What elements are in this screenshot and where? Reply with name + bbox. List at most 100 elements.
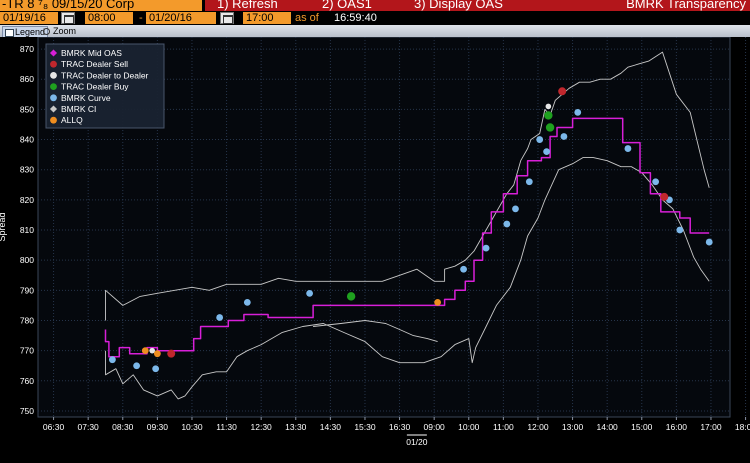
x-tick-label: 11:30 bbox=[216, 422, 237, 432]
legend-label: ALLQ bbox=[61, 115, 83, 125]
legend-box bbox=[45, 43, 165, 129]
refresh-button[interactable]: 1) Refresh bbox=[205, 0, 320, 11]
date-range-dash: - bbox=[139, 12, 143, 24]
bmrk-curve-point bbox=[543, 148, 551, 156]
x-tick-label: 15:30 bbox=[354, 422, 376, 432]
bmrk-curve-point bbox=[525, 178, 533, 186]
allq-point bbox=[141, 347, 149, 355]
bmrk-curve-point bbox=[624, 145, 632, 152]
bmrk-curve-point bbox=[482, 244, 490, 252]
as-of-time: 16:59:40 bbox=[334, 12, 377, 24]
security-ticker[interactable]: -TR 8 ⁷₈ 09/15/20 Corp bbox=[0, 0, 202, 11]
y-tick-label: 770 bbox=[20, 346, 34, 356]
start-date-field[interactable]: 01/19/16 bbox=[0, 12, 58, 24]
trac-dealer-buy-point bbox=[346, 292, 356, 301]
legend-marker bbox=[50, 94, 57, 102]
chart-toolbar: Legend Zoom bbox=[0, 25, 750, 38]
x-tick-label: 06:30 bbox=[43, 422, 65, 432]
bmrk-curve-point bbox=[652, 178, 660, 186]
y-tick-label: 750 bbox=[20, 406, 34, 416]
x-tick-label: 07:30 bbox=[78, 422, 100, 432]
oas1-button[interactable]: 2) OAS1 bbox=[312, 0, 410, 11]
bmrk-curve-point bbox=[133, 362, 141, 370]
legend-marker bbox=[50, 72, 57, 79]
ci-lower-line bbox=[105, 157, 710, 400]
x-tick-label: 15:00 bbox=[631, 422, 653, 432]
x-tick-label: 16:30 bbox=[389, 422, 411, 432]
x-tick-label: 11:00 bbox=[493, 422, 514, 432]
legend-label: BMRK CI bbox=[61, 104, 96, 114]
bmrk-curve-point bbox=[560, 133, 568, 140]
y-tick-label: 860 bbox=[20, 74, 34, 84]
x-tick-label: 09:30 bbox=[147, 422, 169, 432]
y-tick-label: 780 bbox=[20, 315, 34, 325]
x-tick-label: 09:00 bbox=[424, 422, 446, 432]
y-tick-label: 760 bbox=[20, 376, 34, 386]
y-axis-label: Spread bbox=[0, 212, 7, 241]
y-tick-label: 820 bbox=[20, 195, 34, 205]
x-tick-label: 14:30 bbox=[320, 422, 342, 432]
allq-point bbox=[434, 298, 442, 306]
x-tick-label: 10:30 bbox=[181, 422, 203, 432]
x-tick-label: 18:00 bbox=[735, 422, 750, 432]
legend-icon bbox=[5, 29, 14, 37]
y-tick-label: 840 bbox=[20, 135, 34, 145]
oas-chart: 750 760 770 780 790 800 810 820 830 840 850 860 870 0… bbox=[0, 37, 750, 463]
plot-area bbox=[37, 37, 731, 418]
x-tick-label: 13:30 bbox=[285, 422, 307, 432]
bmrk-curve-point bbox=[306, 289, 314, 297]
y-tick-label: 810 bbox=[20, 225, 34, 235]
x-tick-label: 13:00 bbox=[562, 422, 584, 432]
calendar-icon[interactable] bbox=[220, 12, 234, 24]
y-tick-label: 870 bbox=[20, 44, 34, 54]
trac-dealer-to-dealer-point bbox=[149, 347, 155, 354]
x-tick-label: 08:30 bbox=[112, 422, 134, 432]
start-time-field[interactable]: 08:00 bbox=[85, 12, 133, 24]
display-oas-button[interactable]: 3) Display OAS bbox=[404, 0, 547, 11]
bmrk-curve-point bbox=[512, 205, 519, 213]
legend-toggle-label: Legend bbox=[15, 27, 46, 37]
legend-label: TRAC Dealer to Dealer bbox=[61, 70, 149, 80]
zoom-label: Zoom bbox=[53, 26, 77, 36]
zoom-icon bbox=[43, 28, 50, 35]
bmrk-curve-point bbox=[536, 136, 544, 143]
ci-upper-line bbox=[105, 51, 710, 321]
end-time-field[interactable]: 17:00 bbox=[243, 12, 291, 24]
bmrk-curve-point bbox=[705, 238, 713, 246]
trac-dealer-to-dealer-point bbox=[545, 103, 552, 110]
legend-marker bbox=[50, 116, 57, 124]
trac-dealer-buy-point bbox=[545, 123, 555, 132]
bmrk-curve-point bbox=[243, 298, 251, 306]
ci-fragment-line bbox=[313, 320, 438, 343]
legend-label: TRAC Dealer Buy bbox=[61, 82, 129, 92]
trac-dealer-buy-point bbox=[544, 111, 553, 120]
trac-dealer-sell-point bbox=[558, 87, 567, 96]
end-date-field[interactable]: 01/20/16 bbox=[146, 12, 216, 24]
y-tick-label: 850 bbox=[20, 104, 34, 114]
trac-dealer-sell-point bbox=[660, 192, 669, 201]
x-tick-label: 17:00 bbox=[700, 422, 722, 432]
mid-oas-line bbox=[104, 117, 710, 358]
bmrk-curve-point bbox=[460, 265, 467, 273]
bmrk-curve-point bbox=[503, 220, 511, 228]
legend-marker bbox=[50, 60, 57, 68]
y-tick-label: 800 bbox=[20, 255, 34, 265]
legend-label: BMRK Curve bbox=[61, 93, 111, 103]
y-tick-label: 830 bbox=[20, 165, 34, 175]
y-tick-label: 790 bbox=[20, 285, 34, 295]
transparency-title: BMRK Transparency bbox=[541, 0, 750, 11]
legend-marker bbox=[50, 83, 57, 90]
bmrk-curve-point bbox=[152, 365, 160, 373]
legend-label: BMRK Mid OAS bbox=[61, 48, 122, 58]
bmrk-curve-point bbox=[216, 314, 224, 321]
legend-label: TRAC Dealer Sell bbox=[61, 59, 128, 69]
x-tick-label: 14:00 bbox=[597, 422, 619, 432]
x-tick-label: 10:00 bbox=[458, 422, 480, 432]
date-range-bar: 01/19/16 08:00 - 01/20/16 17:00 as of 16… bbox=[0, 11, 750, 25]
zoom-button[interactable]: Zoom bbox=[41, 26, 76, 36]
trac-dealer-sell-point bbox=[167, 349, 176, 358]
calendar-icon[interactable] bbox=[61, 12, 75, 24]
x-tick-label: 12:00 bbox=[527, 422, 549, 432]
function-bar: -TR 8 ⁷₈ 09/15/20 Corp 1) Refresh 2) OAS… bbox=[0, 0, 750, 11]
allq-point bbox=[153, 350, 161, 358]
